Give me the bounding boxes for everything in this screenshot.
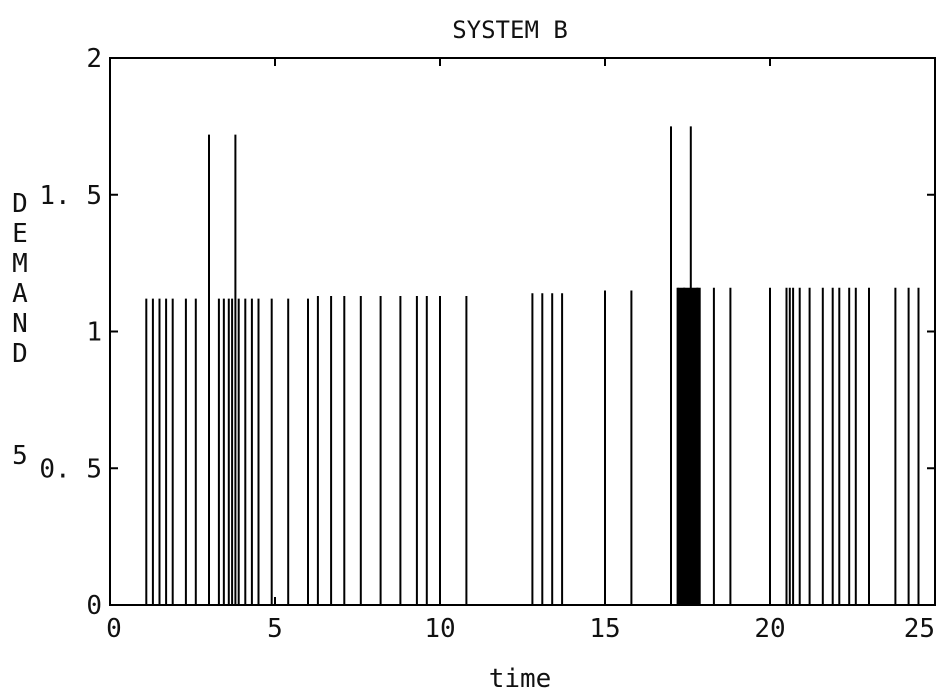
x-axis-label: time [489, 664, 552, 694]
y-axis-label-letter: E [12, 219, 28, 249]
chart-marks [145, 126, 920, 605]
chart-title: SYSTEM B [452, 16, 568, 44]
y-tick-label: 1 [86, 318, 102, 348]
y-axis-label-letter: A [12, 279, 28, 309]
y-tick-label: 2 [86, 44, 102, 74]
y-axis-ticks: 0 0. 5 1 1. 5 2 [39, 44, 935, 621]
y-axis-label-letter: M [12, 249, 28, 279]
x-tick-label: 15 [589, 614, 620, 644]
y-axis-label-letter: D [12, 189, 28, 219]
y-axis-label-suffix: 5 [12, 441, 28, 471]
x-axis-ticks: 0 5 10 15 20 25 [106, 58, 936, 644]
x-tick-label: 25 [904, 614, 935, 644]
y-tick-label: 0. 5 [39, 454, 102, 484]
x-tick-label: 5 [267, 614, 283, 644]
x-tick-label: 10 [424, 614, 455, 644]
y-axis-label-letter: D [12, 339, 28, 369]
y-axis-label-letter: N [12, 309, 28, 339]
plot-frame [109, 57, 936, 606]
y-tick-label: 0 [86, 591, 102, 621]
x-tick-label: 20 [754, 614, 785, 644]
y-tick-label: 1. 5 [39, 181, 102, 211]
x-tick-label: 0 [106, 614, 122, 644]
